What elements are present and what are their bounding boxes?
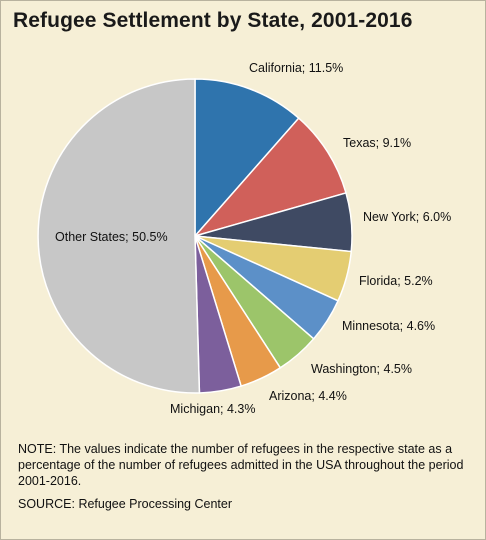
pie-slice (192, 117, 347, 238)
slice-label: Michigan; 4.3% (170, 402, 255, 416)
pie-slice (194, 78, 300, 238)
chart-title: Refugee Settlement by State, 2001-2016 (13, 9, 413, 32)
slice-label: Florida; 5.2% (359, 274, 433, 288)
slice-label: New York; 6.0% (363, 210, 451, 224)
note-text: NOTE: The values indicate the number of … (18, 441, 478, 489)
pie-chart: California; 11.5% Texas; 9.1% New York; 6.… (37, 61, 451, 416)
slice-label: Other States; 50.5% (55, 230, 168, 244)
pie-slice (37, 78, 201, 394)
slice-label: Minnesota; 4.6% (342, 319, 435, 333)
source-text: SOURCE: Refugee Processing Center (18, 497, 232, 511)
slice-label: Washington; 4.5% (311, 362, 412, 376)
note-body: The values indicate the number of refuge… (18, 442, 464, 488)
slice-label: Arizona; 4.4% (269, 389, 347, 403)
source-label: SOURCE: (18, 497, 75, 511)
source-body: Refugee Processing Center (78, 497, 232, 511)
slice-label: Texas; 9.1% (343, 136, 411, 150)
slice-label: California; 11.5% (249, 61, 343, 75)
note-label: NOTE: (18, 442, 57, 456)
